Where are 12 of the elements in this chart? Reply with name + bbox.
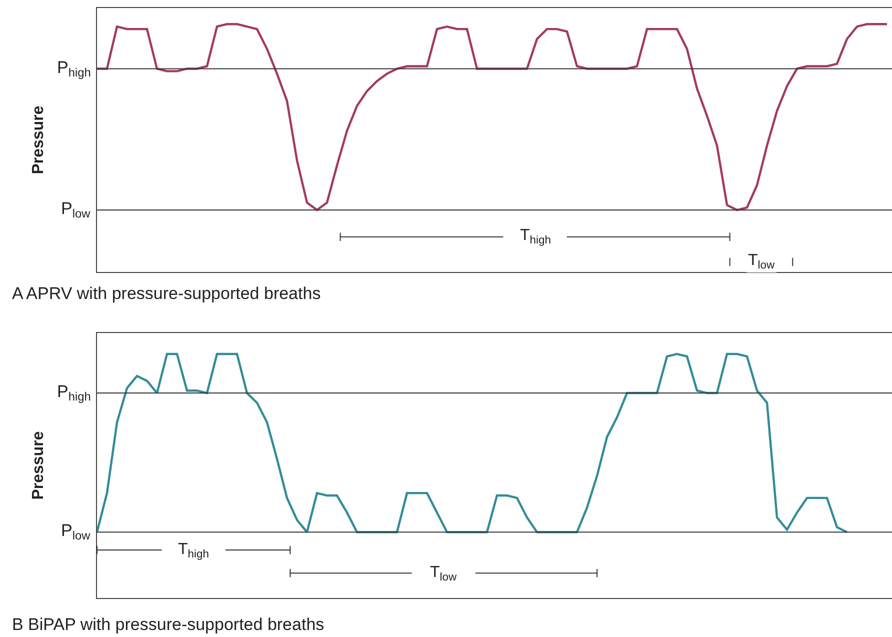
ref-line-label: P$_{low}$ [61, 199, 91, 221]
ref-line-label: P$_{low}$ [61, 521, 91, 543]
annotation: T$_{high}$ [520, 227, 551, 246]
text: B BiPAP with pressure-supported breaths [12, 615, 324, 634]
y-axis-title: Pressure [30, 431, 47, 500]
y-axis-title: Pressure [30, 106, 47, 174]
annotation: T$_{low}$ [748, 252, 776, 272]
annotation: T$_{high}$ [178, 541, 209, 560]
ref-line-label: P$_{high}$ [57, 58, 91, 80]
ref-line-label: P$_{high}$ [57, 382, 91, 404]
annotation: T$_{low}$ [430, 564, 458, 584]
text: A APRV with pressure-supported breaths [12, 284, 321, 303]
